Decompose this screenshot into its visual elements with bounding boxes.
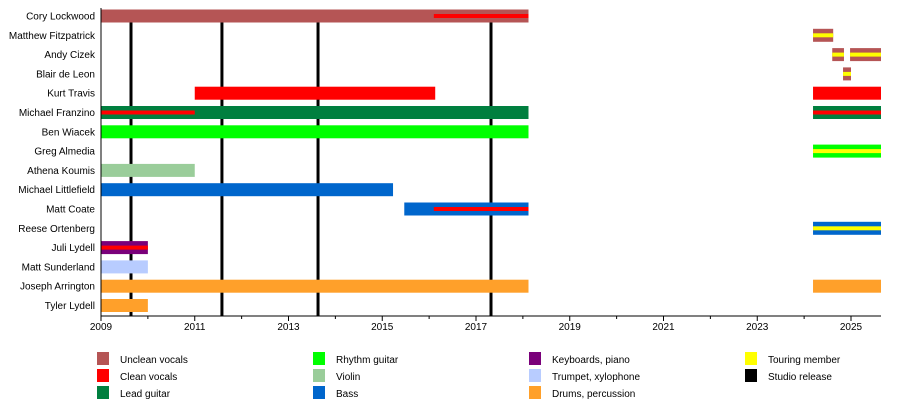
- legend-swatch-drums: [529, 386, 541, 399]
- stripe-touring: [813, 33, 834, 38]
- x-tick-label: 2023: [746, 322, 769, 333]
- member-name: Matt Sunderland: [22, 262, 95, 273]
- bar-drums: [101, 279, 529, 293]
- member-name: Athena Koumis: [27, 166, 95, 177]
- stripe-touring: [832, 52, 844, 57]
- legend-swatch-keys: [529, 352, 541, 365]
- legend-swatch-rhythm: [313, 352, 325, 365]
- x-tick-label: 2013: [277, 322, 300, 333]
- bar-lead: [101, 106, 529, 119]
- legend-label-trumpet: Trumpet, xylophone: [552, 372, 640, 383]
- member-name: Greg Almedia: [34, 147, 95, 158]
- legend-swatch-studio: [745, 369, 757, 382]
- stripe-touring: [850, 52, 881, 57]
- legend-label-bass: Bass: [336, 389, 358, 400]
- member-name: Kurt Travis: [47, 89, 95, 100]
- x-tick-label: 2015: [371, 322, 394, 333]
- member-name: Michael Franzino: [19, 108, 96, 119]
- stripe-touring: [843, 71, 851, 76]
- stripe-clean: [433, 14, 529, 18]
- member-name: Cory Lockwood: [26, 12, 95, 23]
- legend-label-touring: Touring member: [768, 355, 841, 366]
- legend-label-unclean: Unclean vocals: [120, 355, 188, 366]
- bar-violin: [101, 163, 195, 177]
- legend-label-violin: Violin: [336, 372, 360, 383]
- stripe-clean: [101, 245, 148, 250]
- legend-swatch-unclean: [97, 352, 109, 365]
- legend-label-drums: Drums, percussion: [552, 389, 635, 400]
- legend-swatch-violin: [313, 369, 325, 382]
- bar-drums: [813, 279, 881, 293]
- stripe-clean: [101, 110, 195, 115]
- x-tick-label: 2025: [840, 322, 863, 333]
- stripe-touring: [813, 226, 881, 231]
- stripe-clean: [813, 110, 881, 115]
- member-name: Tyler Lydell: [45, 301, 95, 312]
- member-name: Ben Wiacek: [42, 127, 96, 138]
- member-name: Reese Ortenberg: [18, 224, 95, 235]
- bar-clean: [194, 86, 436, 100]
- member-name: Juli Lydell: [51, 243, 95, 254]
- bar-unclean: [101, 9, 529, 23]
- bar-trumpet: [101, 260, 148, 274]
- x-tick-label: 2017: [465, 322, 488, 333]
- member-name: Matthew Fitzpatrick: [9, 31, 96, 42]
- x-tick-label: 2011: [184, 322, 206, 333]
- legend-swatch-clean: [97, 369, 109, 382]
- stripe-touring: [813, 149, 881, 154]
- bar-bass: [101, 183, 394, 197]
- legend-label-clean: Clean vocals: [120, 372, 177, 383]
- x-tick-label: 2019: [559, 322, 582, 333]
- member-name: Joseph Arrington: [20, 282, 95, 293]
- legend-label-keys: Keyboards, piano: [552, 355, 630, 366]
- member-name: Michael Littlefield: [18, 185, 95, 196]
- x-tick-label: 2009: [90, 322, 113, 333]
- member-name: Blair de Leon: [36, 69, 95, 80]
- bar-drums: [101, 299, 148, 312]
- legend-swatch-trumpet: [529, 369, 541, 382]
- legend-label-lead: Lead guitar: [120, 389, 171, 400]
- legend-swatch-touring: [745, 352, 757, 365]
- stripe-clean: [433, 207, 529, 211]
- member-name: Matt Coate: [46, 205, 95, 216]
- x-tick-label: 2021: [652, 322, 675, 333]
- member-name: Andy Cizek: [44, 50, 96, 61]
- legend-swatch-lead: [97, 386, 109, 399]
- bar-rhythm: [101, 125, 529, 139]
- bar-clean: [813, 86, 881, 100]
- legend-label-studio: Studio release: [768, 372, 832, 383]
- legend-swatch-bass: [313, 386, 325, 399]
- legend-label-rhythm: Rhythm guitar: [336, 355, 399, 366]
